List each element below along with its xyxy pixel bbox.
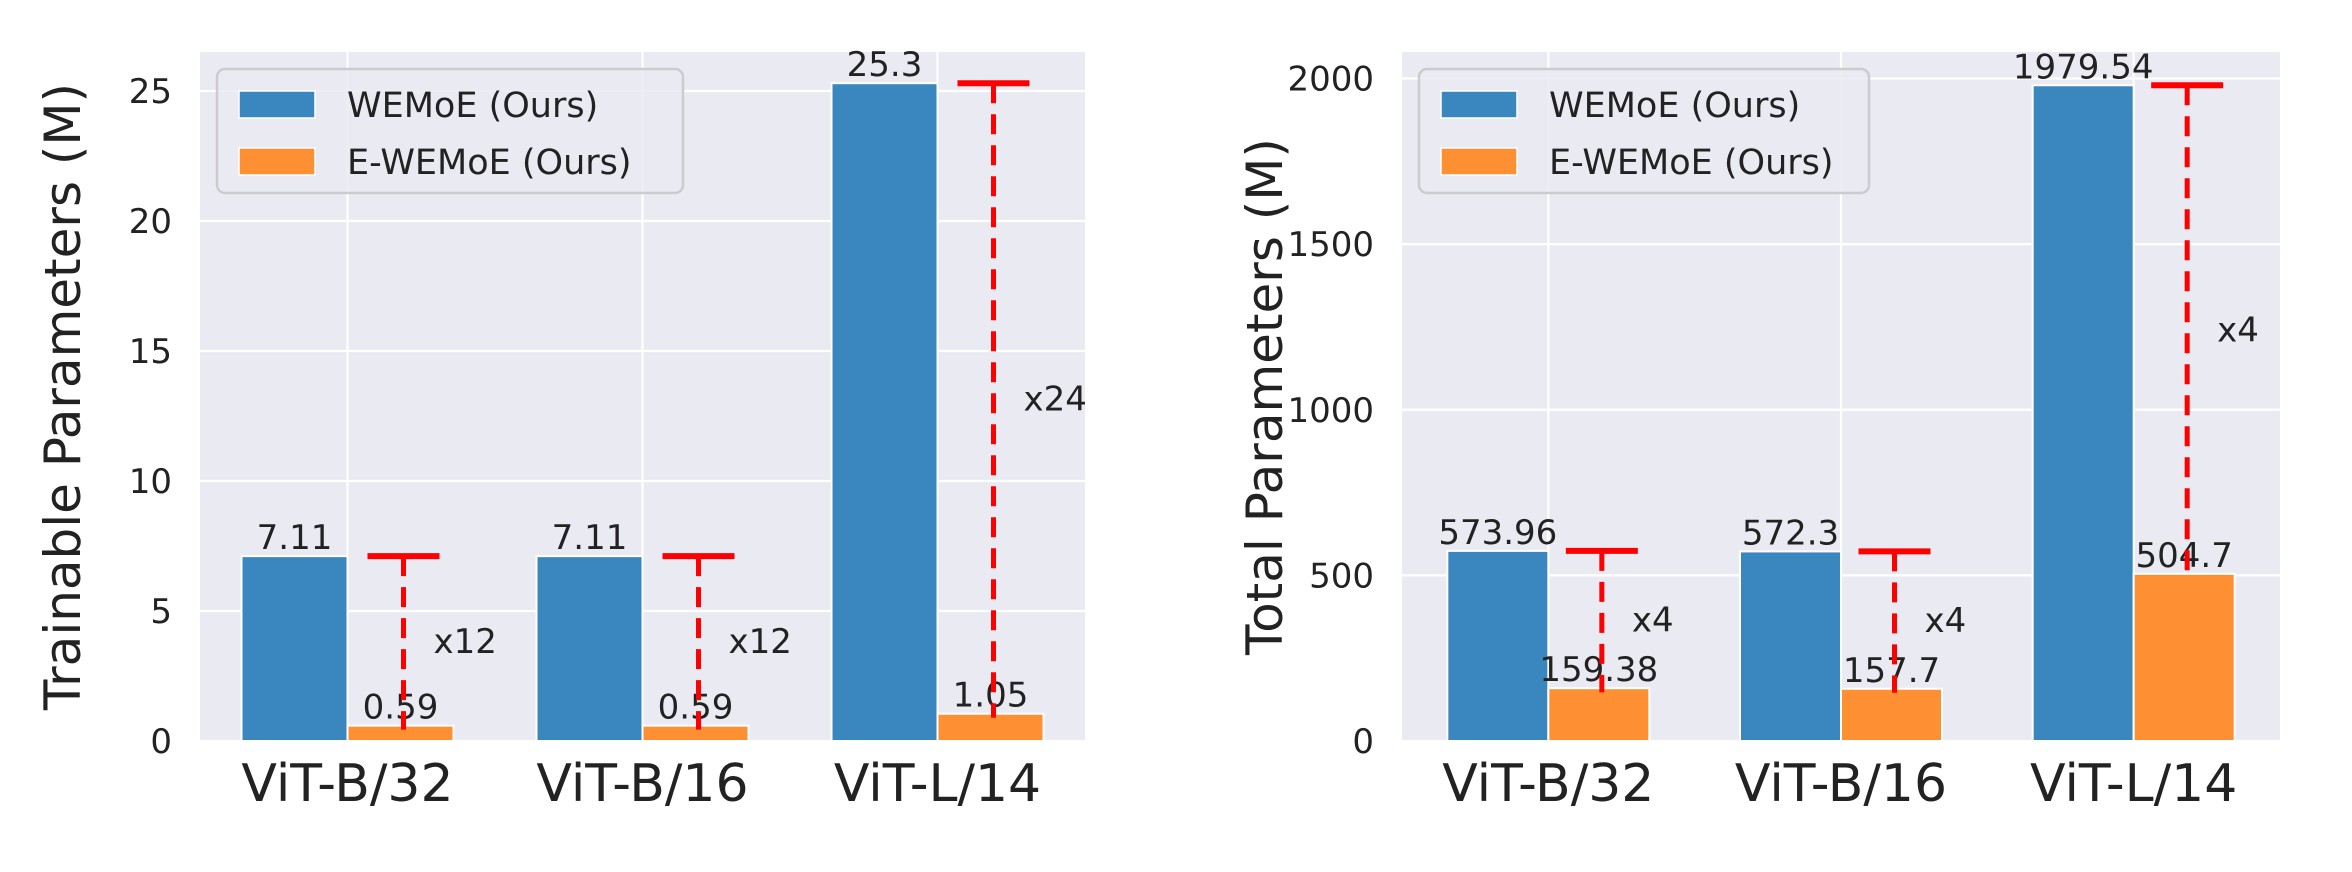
- chart-panel-1: 0 5 10 15 20 25 ViT-B/32 ViT-B/16 ViT-L/14 Traina…: [34, 45, 1087, 814]
- x-tick-label: ViT-B/16: [536, 754, 748, 814]
- y-tick-label: 25: [129, 72, 172, 112]
- bar: [1547, 687, 1651, 743]
- y-tick-label: 0: [150, 722, 172, 762]
- chart-panel-2: 0 500 1000 1500 2000 ViT-B/32 ViT-B/16 ViT-L/14…: [1236, 47, 2280, 814]
- bar: [1739, 550, 1842, 742]
- legend-label: E-WEMoE (Ours): [347, 143, 632, 183]
- x-tick-label: ViT-B/32: [241, 754, 453, 814]
- y-tick-label: 20: [129, 202, 172, 242]
- y-axis-label: Trainable Parameters (M): [34, 83, 92, 711]
- legend: WEMoE (Ours) E-WEMoE (Ours): [1417, 67, 1871, 195]
- y-tick-label: 0: [1352, 722, 1374, 762]
- bar: [2132, 572, 2236, 742]
- legend-label: E-WEMoE (Ours): [1549, 143, 1834, 183]
- y-tick-label: 5: [150, 592, 172, 632]
- bar: [1446, 549, 1550, 742]
- ratio-annotation: x12: [434, 622, 497, 662]
- ratio-annotation: x4: [1632, 601, 1674, 641]
- bar-value-label: 25.3: [847, 45, 923, 85]
- ratio-annotation: x24: [1024, 379, 1087, 419]
- legend-label: WEMoE (Ours): [1549, 86, 1800, 126]
- bar-value-label: 157.7: [1843, 651, 1940, 691]
- legend-swatch: [1440, 90, 1518, 119]
- x-tick-label: ViT-L/14: [834, 754, 1041, 814]
- y-tick-label: 1500: [1287, 225, 1374, 265]
- x-tick-label: ViT-L/14: [2030, 754, 2237, 814]
- bar-value-label: 504.7: [2135, 536, 2232, 576]
- legend-swatch: [238, 147, 316, 176]
- bar: [2031, 84, 2135, 742]
- bar-value-label: 573.96: [1438, 513, 1557, 553]
- y-tick-label: 1000: [1287, 391, 1374, 431]
- legend-box: [1417, 67, 1871, 195]
- bar-value-label: 7.11: [257, 518, 333, 558]
- bar: [830, 82, 939, 742]
- y-tick-label: 500: [1309, 556, 1374, 596]
- bar: [240, 555, 349, 743]
- bar: [535, 555, 644, 743]
- legend: WEMoE (Ours) E-WEMoE (Ours): [215, 67, 685, 195]
- y-axis-label: Total Parameters (M): [1236, 138, 1294, 656]
- x-tick-label: ViT-B/32: [1442, 754, 1654, 814]
- bar-value-label: 572.3: [1742, 513, 1839, 553]
- y-tick-label: 15: [129, 332, 172, 372]
- bar: [1840, 687, 1943, 743]
- bar-value-label: 0.59: [363, 688, 439, 728]
- bar: [641, 724, 750, 742]
- legend-box: [215, 67, 685, 195]
- bar-value-label: 7.11: [552, 518, 628, 558]
- y-tick-label: 2000: [1287, 60, 1374, 100]
- bar: [936, 712, 1045, 743]
- legend-swatch: [1440, 147, 1518, 176]
- ratio-annotation: x4: [2217, 311, 2259, 351]
- x-tick-label: ViT-B/16: [1735, 754, 1947, 814]
- bar-value-label: 0.59: [658, 688, 734, 728]
- ratio-annotation: x4: [1925, 601, 1967, 641]
- bar-value-label: 1.05: [953, 676, 1029, 716]
- bar: [346, 724, 455, 742]
- bar-value-label: 159.38: [1539, 650, 1658, 690]
- legend-label: WEMoE (Ours): [347, 86, 598, 126]
- y-tick-label: 10: [129, 462, 172, 502]
- bar-value-label: 1979.54: [2013, 47, 2154, 87]
- legend-swatch: [238, 90, 316, 119]
- ratio-annotation: x12: [729, 622, 792, 662]
